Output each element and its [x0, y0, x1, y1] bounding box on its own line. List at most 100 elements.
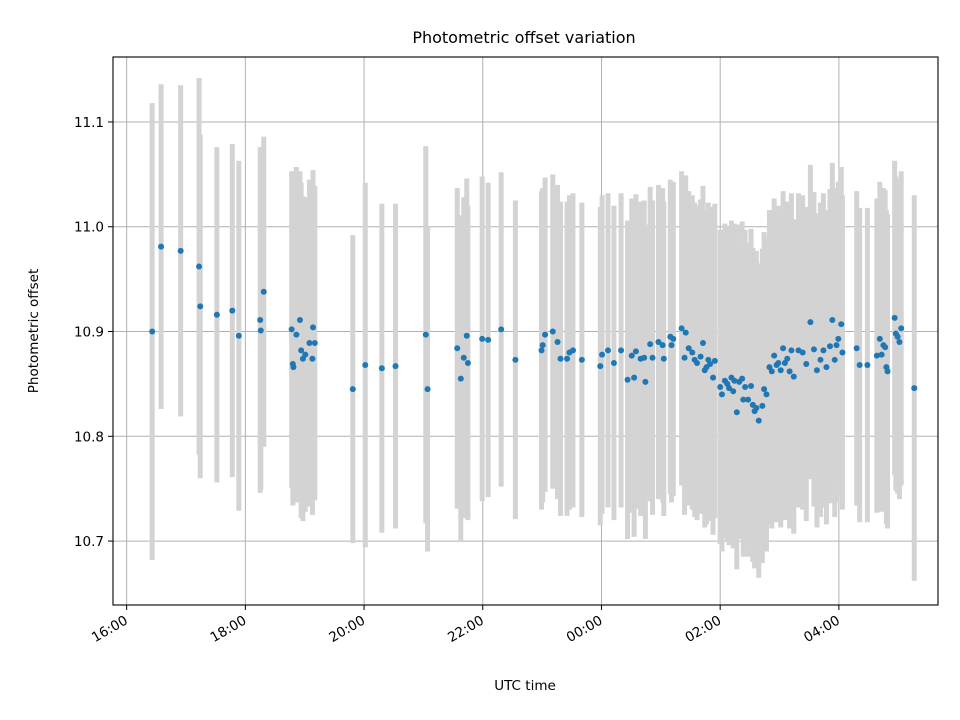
- data-point-93: [739, 375, 746, 382]
- axes-border: [112, 56, 939, 606]
- data-point-7: [235, 332, 242, 339]
- data-point-26: [392, 363, 399, 370]
- data-point-30: [457, 375, 464, 382]
- data-point-101: [755, 417, 762, 424]
- data-point-54: [628, 352, 635, 359]
- data-point-52: [618, 347, 625, 354]
- data-point-109: [775, 359, 782, 366]
- data-point-44: [564, 355, 571, 362]
- data-point-142: [884, 368, 891, 375]
- data-point-126: [826, 343, 833, 350]
- data-point-13: [290, 364, 297, 371]
- data-point-124: [820, 347, 827, 354]
- data-point-90: [731, 377, 738, 384]
- data-point-33: [464, 359, 471, 366]
- data-point-67: [670, 335, 677, 342]
- data-point-75: [697, 353, 704, 360]
- data-point-27: [422, 331, 429, 338]
- data-point-148: [911, 385, 918, 392]
- data-point-14: [293, 331, 300, 338]
- data-point-102: [759, 402, 766, 409]
- data-point-84: [718, 391, 725, 398]
- data-point-61: [649, 354, 656, 361]
- y-tick-label-0: 10.7: [74, 534, 104, 550]
- data-point-23: [349, 386, 356, 393]
- data-point-76: [699, 340, 706, 347]
- data-point-83: [717, 384, 724, 391]
- y-tick-label-2: 10.9: [74, 325, 104, 341]
- data-point-133: [853, 345, 860, 352]
- data-point-97: [748, 383, 755, 390]
- data-point-137: [876, 335, 883, 342]
- data-point-28: [424, 386, 431, 393]
- data-point-24: [362, 362, 369, 369]
- data-point-103: [761, 386, 768, 393]
- data-point-136: [873, 352, 880, 359]
- data-point-70: [682, 329, 689, 336]
- data-point-9: [257, 327, 264, 334]
- data-point-134: [856, 362, 863, 369]
- data-point-143: [891, 314, 898, 321]
- data-point-114: [786, 368, 793, 375]
- data-point-62: [655, 339, 662, 346]
- data-point-74: [694, 359, 701, 366]
- data-point-128: [831, 356, 838, 363]
- x-axis-label: UTC time: [494, 678, 556, 694]
- data-point-50: [605, 347, 611, 354]
- data-point-41: [549, 328, 556, 335]
- data-point-87: [726, 385, 733, 392]
- data-point-1: [158, 243, 165, 250]
- axes-frame: [112, 56, 939, 606]
- y-axis-ticks: 10.7 10.8 10.9 11.0 11.1: [74, 115, 113, 550]
- data-point-40: [542, 331, 549, 338]
- y-tick-label-1: 10.8: [74, 429, 104, 445]
- data-point-147: [898, 325, 905, 332]
- data-point-120: [807, 319, 814, 326]
- data-point-0: [149, 328, 156, 335]
- data-point-10: [260, 288, 267, 295]
- data-point-66: [668, 342, 675, 349]
- data-point-4: [197, 303, 204, 310]
- data-point-89: [730, 388, 737, 395]
- data-point-39: [539, 342, 546, 349]
- data-point-2: [177, 247, 184, 254]
- data-point-130: [835, 335, 842, 342]
- data-point-31: [460, 354, 467, 361]
- data-point-48: [597, 363, 604, 370]
- data-point-25: [378, 365, 385, 372]
- data-point-100: [753, 405, 760, 412]
- data-point-71: [685, 345, 692, 352]
- data-point-16: [298, 347, 305, 354]
- data-point-113: [784, 355, 791, 362]
- data-point-46: [569, 347, 576, 354]
- data-point-104: [763, 391, 770, 398]
- data-point-37: [512, 356, 519, 363]
- data-point-129: [833, 342, 840, 349]
- chart-title: Photometric offset variation: [412, 28, 635, 47]
- data-point-59: [642, 378, 649, 385]
- data-point-69: [681, 354, 688, 361]
- data-point-121: [810, 346, 817, 353]
- data-point-95: [742, 384, 749, 391]
- data-point-107: [771, 352, 778, 359]
- data-point-82: [711, 357, 718, 364]
- data-point-55: [631, 374, 638, 381]
- data-point-80: [707, 361, 714, 368]
- data-point-116: [790, 373, 797, 380]
- data-point-132: [839, 349, 846, 356]
- data-point-135: [864, 362, 871, 369]
- data-point-122: [813, 367, 820, 374]
- data-point-20: [309, 355, 316, 362]
- data-point-32: [463, 332, 470, 339]
- data-point-58: [641, 354, 648, 361]
- data-point-3: [196, 263, 203, 270]
- data-point-96: [745, 396, 752, 403]
- y-axis-label: Photometric offset: [26, 269, 42, 393]
- data-point-145: [894, 333, 901, 340]
- data-point-21: [310, 324, 317, 331]
- data-point-118: [799, 349, 806, 356]
- data-point-22: [311, 340, 318, 347]
- data-point-49: [599, 351, 606, 358]
- data-points: [149, 243, 918, 424]
